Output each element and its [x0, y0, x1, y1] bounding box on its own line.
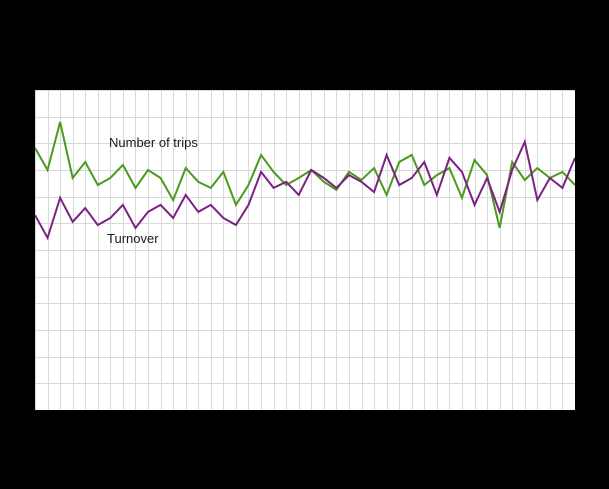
series-label-number-of-trips: Number of trips: [109, 135, 198, 150]
plot-area: Number of trips Turnover: [35, 90, 575, 410]
line-chart: [35, 90, 575, 410]
series-label-turnover: Turnover: [107, 231, 159, 246]
